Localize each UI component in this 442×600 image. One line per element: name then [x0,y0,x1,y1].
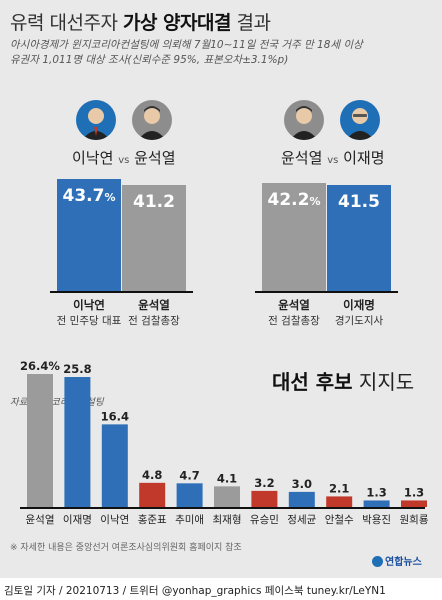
matchup-2-left-name: 윤석열 [281,149,323,167]
category-label-2: 이재명 [63,514,92,526]
matchup-2-right-name: 이재명 [343,149,385,167]
footnote: ※ 자세한 내용은 중앙선거 여론조사심의위원회 홈페이지 참조 [10,543,242,553]
bar-1 [27,374,53,507]
bar-4 [139,482,166,507]
category-label-11: 원희룡 [400,514,429,526]
category-label-4: 홍준표 [138,513,167,526]
support-bar-chart: 26.4% 윤석열 25.8 이재명 16.4 이낙연 4.8 홍준표 4.7 추미애 4.1 최재형… [20,359,429,526]
bar-value-label-9: 2.1 [329,481,349,495]
matchup-2-right-candidate: 이재명 [343,298,375,312]
chart-baseline [20,507,425,509]
matchup-2-value-right: 41.5 [327,192,391,212]
bar-6 [214,486,240,507]
matchup-2-right-role: 경기도지사 [334,315,384,327]
matchup-2-label: 윤석열 vs 이재명 [281,147,385,168]
bar-10 [363,500,390,507]
heading-bold: 대선 후보 [272,370,353,394]
candidate-photo-yoon-seokyeol [284,100,324,140]
bar-value-label-10: 1.3 [366,485,386,499]
matchup-2-baseline [255,291,398,293]
matchup-1-value-right: 41.2 [122,192,186,212]
category-label-8: 정세균 [287,514,316,526]
matchup-1-left-role: 전 민주당 대표 [56,315,122,327]
source-label: 자료/ 윈지코리아컨설팅 [10,397,104,408]
category-label-10: 박용진 [362,514,391,526]
logo-icon [372,556,383,567]
bar-value-label-5: 4.7 [179,468,199,482]
matchup-1-right-role: 전 검찰총장 [128,315,180,327]
matchup-2-bar-yoon-seokyeol [262,183,326,292]
matchup-1-left-candidate: 이낙연 [73,298,105,312]
bar-8 [288,491,315,507]
page-title: 유력 대선주자 가상 양자대결 결과 [10,8,271,35]
matchup-2-left-role: 전 검찰총장 [268,315,320,327]
bar-value-label-7: 3.2 [254,476,274,490]
bar-2 [64,377,91,507]
matchup-1-right-candidate: 윤석열 [138,298,170,312]
chart-heading: 대선 후보 지지도 [272,366,414,395]
candidate-photo-lee-nakyon [76,100,116,140]
category-label-6: 최재형 [213,514,242,526]
candidate-photo-lee-jaemyung [340,100,380,140]
value-unit: % [309,195,321,208]
matchup-2-value-left: 42.2% [262,190,326,210]
category-label-7: 유승민 [250,514,279,526]
vs-label: vs [118,155,130,166]
bar-value-label-8: 3.0 [292,477,312,491]
category-label-1: 윤석열 [26,514,55,526]
title-bold: 가상 양자대결 [122,12,232,34]
bar-value-label-11: 1.3 [404,485,424,499]
value-number: 43.7 [62,186,105,206]
bar-11 [401,500,427,507]
value-number: 42.2 [267,190,310,210]
matchup-1-left-name: 이낙연 [72,149,114,167]
bar-value-label-6: 4.1 [217,471,237,485]
value-number: 41.5 [338,192,380,212]
survey-description: 아시아경제가 윈지코리아컨설팅에 의뢰해 7월10∼11일 전국 거주 만 18… [10,38,435,68]
value-number: 41.2 [133,192,175,212]
category-label-3: 이낙연 [100,514,129,526]
bar-9 [326,496,353,507]
credit-line: 김토일 기자 / 20210713 / 트위터 @yonhap_graphics… [4,585,386,597]
matchup-2-bar-lee-jaemyung [327,185,391,292]
matchup-1-baseline [50,291,193,293]
logo-text: 연합뉴스 [385,557,422,568]
bar-value-label-2: 25.8 [63,362,91,376]
matchup-1-value-left: 43.7% [57,186,121,206]
candidate-photo-yoon-seokyeol [132,100,172,140]
matchup-1-label: 이낙연 vs 윤석열 [72,147,176,168]
yonhap-logo: 연합뉴스 [372,553,422,568]
bar-3 [101,424,128,507]
bar-5 [176,483,203,507]
category-label-9: 안철수 [325,514,354,526]
heading-rest: 지지도 [352,370,415,394]
bar-value-label-3: 16.4 [101,409,129,423]
category-label-5: 추미애 [175,514,204,526]
subtitle-line-2: 유권자 1,011명 대상 조사(신뢰수준 95%, 표본오차±3.1%p) [10,54,289,66]
title-part1: 유력 대선주자 [10,12,123,34]
bar-7 [251,490,278,507]
matchup-2-left-candidate: 윤석열 [278,298,310,312]
matchup-1-right-name: 윤석열 [134,149,176,167]
title-part2: 결과 [230,12,271,34]
matchup-1-bar-lee-nakyon [57,179,121,292]
bar-value-label-1: 26.4% [20,359,60,373]
vs-label: vs [327,155,339,166]
matchup-1-bar-yoon-seokyeol [122,185,186,292]
bar-value-label-4: 4.8 [142,468,162,482]
subtitle-line-1: 아시아경제가 윈지코리아컨설팅에 의뢰해 7월10∼11일 전국 거주 만 18… [10,39,363,51]
value-unit: % [104,191,116,204]
